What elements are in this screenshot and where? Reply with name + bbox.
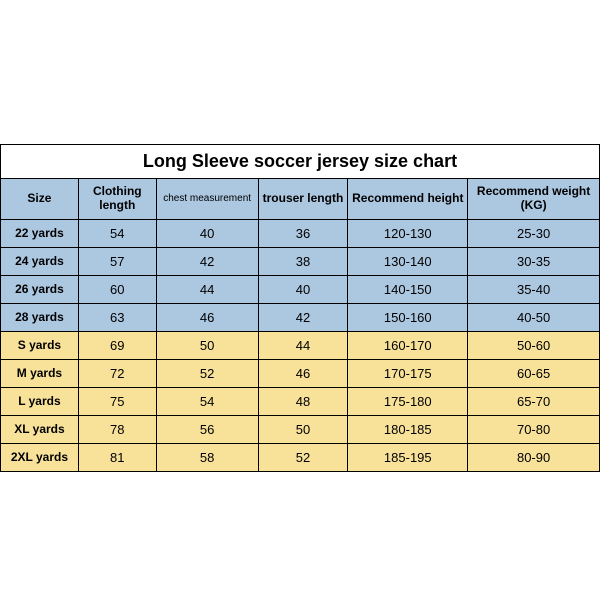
cell-value: 48 <box>258 387 348 415</box>
cell-value: 63 <box>78 303 156 331</box>
cell-value: 30-35 <box>468 247 600 275</box>
table-row: M yards725246170-17560-65 <box>1 359 600 387</box>
cell-value: 130-140 <box>348 247 468 275</box>
cell-size: 2XL yards <box>1 443 79 471</box>
cell-value: 150-160 <box>348 303 468 331</box>
cell-value: 56 <box>156 415 258 443</box>
cell-value: 25-30 <box>468 219 600 247</box>
cell-value: 52 <box>156 359 258 387</box>
cell-size: L yards <box>1 387 79 415</box>
cell-value: 140-150 <box>348 275 468 303</box>
table-row: XL yards785650180-18570-80 <box>1 415 600 443</box>
cell-size: 24 yards <box>1 247 79 275</box>
cell-size: M yards <box>1 359 79 387</box>
cell-value: 50 <box>156 331 258 359</box>
size-chart-canvas: { "title": "Long Sleeve soccer jersey si… <box>0 0 600 600</box>
cell-value: 185-195 <box>348 443 468 471</box>
cell-size: S yards <box>1 331 79 359</box>
cell-value: 180-185 <box>348 415 468 443</box>
cell-value: 70-80 <box>468 415 600 443</box>
cell-value: 58 <box>156 443 258 471</box>
table-row: 24 yards574238130-14030-35 <box>1 247 600 275</box>
table-row: 22 yards544036120-13025-30 <box>1 219 600 247</box>
cell-value: 75 <box>78 387 156 415</box>
cell-value: 57 <box>78 247 156 275</box>
cell-value: 50-60 <box>468 331 600 359</box>
col-size: Size <box>1 179 79 220</box>
table-row: 28 yards634642150-16040-50 <box>1 303 600 331</box>
cell-value: 35-40 <box>468 275 600 303</box>
cell-value: 42 <box>258 303 348 331</box>
cell-value: 38 <box>258 247 348 275</box>
cell-value: 120-130 <box>348 219 468 247</box>
col-trouser-length: trouser length <box>258 179 348 220</box>
cell-value: 46 <box>156 303 258 331</box>
cell-value: 78 <box>78 415 156 443</box>
table-row: L yards755448175-18065-70 <box>1 387 600 415</box>
cell-value: 60 <box>78 275 156 303</box>
chart-title: Long Sleeve soccer jersey size chart <box>1 145 600 179</box>
cell-value: 36 <box>258 219 348 247</box>
col-recommend-weight: Recommend weight (KG) <box>468 179 600 220</box>
cell-size: 22 yards <box>1 219 79 247</box>
cell-value: 46 <box>258 359 348 387</box>
cell-value: 54 <box>78 219 156 247</box>
size-chart-table: Long Sleeve soccer jersey size chart Siz… <box>0 144 600 472</box>
cell-value: 72 <box>78 359 156 387</box>
cell-value: 40 <box>156 219 258 247</box>
cell-value: 40 <box>258 275 348 303</box>
col-recommend-height: Recommend height <box>348 179 468 220</box>
cell-size: XL yards <box>1 415 79 443</box>
cell-value: 65-70 <box>468 387 600 415</box>
cell-size: 28 yards <box>1 303 79 331</box>
cell-value: 44 <box>156 275 258 303</box>
cell-value: 160-170 <box>348 331 468 359</box>
size-chart-container: { "title": "Long Sleeve soccer jersey si… <box>0 144 600 472</box>
col-chest-measurement: chest measurement <box>156 179 258 220</box>
cell-value: 42 <box>156 247 258 275</box>
cell-value: 50 <box>258 415 348 443</box>
cell-value: 175-180 <box>348 387 468 415</box>
table-row: 2XL yards815852185-19580-90 <box>1 443 600 471</box>
cell-size: 26 yards <box>1 275 79 303</box>
table-row: 26 yards604440140-15035-40 <box>1 275 600 303</box>
cell-value: 54 <box>156 387 258 415</box>
cell-value: 69 <box>78 331 156 359</box>
cell-value: 52 <box>258 443 348 471</box>
size-chart-body: 22 yards544036120-13025-3024 yards574238… <box>1 219 600 471</box>
col-clothing-length: Clothing length <box>78 179 156 220</box>
cell-value: 170-175 <box>348 359 468 387</box>
table-row: S yards695044160-17050-60 <box>1 331 600 359</box>
title-row: Long Sleeve soccer jersey size chart <box>1 145 600 179</box>
cell-value: 81 <box>78 443 156 471</box>
cell-value: 40-50 <box>468 303 600 331</box>
cell-value: 80-90 <box>468 443 600 471</box>
header-row: Size Clothing length chest measurement t… <box>1 179 600 220</box>
cell-value: 60-65 <box>468 359 600 387</box>
cell-value: 44 <box>258 331 348 359</box>
